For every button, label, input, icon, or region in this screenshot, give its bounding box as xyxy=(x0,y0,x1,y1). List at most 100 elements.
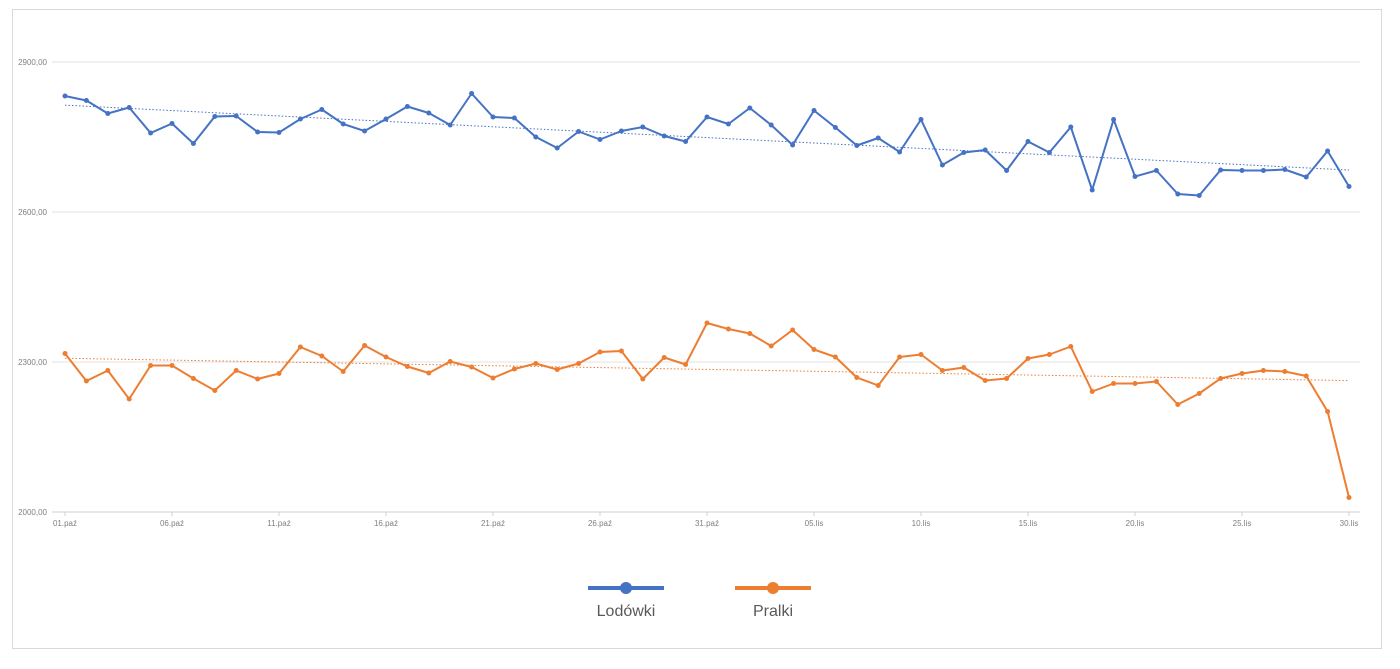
data-point xyxy=(961,150,967,155)
data-point xyxy=(533,134,539,140)
series-line xyxy=(64,92,1350,197)
data-point xyxy=(982,378,988,383)
data-point xyxy=(1175,402,1181,407)
data-point xyxy=(105,111,111,116)
data-point xyxy=(83,98,89,103)
data-point xyxy=(404,364,410,369)
data-point xyxy=(768,343,774,349)
data-point xyxy=(1239,168,1245,173)
data-point xyxy=(469,91,475,96)
data-point xyxy=(1068,344,1074,349)
data-point xyxy=(447,122,453,128)
x-tick-label: 01.paź xyxy=(53,519,77,528)
data-point xyxy=(404,104,410,109)
data-point xyxy=(1025,356,1031,361)
trendline-lodówki xyxy=(64,104,1350,171)
data-point xyxy=(1111,381,1117,386)
data-point xyxy=(725,326,731,332)
data-point xyxy=(554,145,560,151)
data-point xyxy=(832,354,838,360)
series-line xyxy=(64,322,1350,498)
data-point xyxy=(490,114,496,120)
data-point xyxy=(511,366,517,372)
data-point xyxy=(126,105,132,110)
data-point xyxy=(1004,376,1010,381)
data-point xyxy=(854,375,860,380)
data-point xyxy=(62,93,68,99)
legend-marker xyxy=(620,582,632,594)
data-point xyxy=(1218,167,1224,173)
y-axis-ticks: 2900,00 2600,00 2300,00 2000,00 xyxy=(18,58,47,517)
data-point xyxy=(683,139,689,144)
data-point xyxy=(169,121,175,126)
data-point xyxy=(190,141,196,146)
data-point xyxy=(447,359,453,364)
data-point xyxy=(576,361,582,366)
data-point xyxy=(768,122,774,128)
data-point xyxy=(340,121,346,127)
data-point xyxy=(276,130,282,135)
data-point xyxy=(190,376,196,381)
data-point xyxy=(918,117,924,122)
data-point xyxy=(362,128,368,134)
data-point xyxy=(319,107,325,112)
data-point xyxy=(276,371,282,376)
data-point xyxy=(1239,371,1245,376)
data-point xyxy=(1325,148,1331,154)
data-point xyxy=(554,367,560,372)
x-tick-label: 21.paź xyxy=(481,519,505,528)
data-point xyxy=(297,344,303,350)
data-point xyxy=(982,147,988,153)
data-point xyxy=(1346,495,1352,500)
data-point xyxy=(490,375,496,381)
data-point xyxy=(576,129,582,134)
x-tick-label: 16.paź xyxy=(374,519,398,528)
data-point xyxy=(1282,369,1288,374)
y-tick-label: 2000,00 xyxy=(18,508,47,517)
data-point xyxy=(640,124,646,130)
data-point xyxy=(319,353,325,359)
data-point xyxy=(1153,379,1159,384)
data-point xyxy=(918,352,924,357)
x-axis-ticks: 01.paź 06.paź 11.paź 16.paź 21.paź 26.paź 31.p… xyxy=(53,512,1358,528)
data-point xyxy=(661,355,667,360)
data-point xyxy=(383,116,389,122)
data-point xyxy=(747,105,753,111)
data-point xyxy=(148,363,154,368)
data-point xyxy=(875,383,881,388)
data-point xyxy=(340,369,346,374)
data-point xyxy=(1132,174,1138,179)
x-tick-label: 06.paź xyxy=(160,519,184,528)
data-point xyxy=(725,121,731,127)
data-point xyxy=(426,110,432,116)
data-point xyxy=(939,368,945,373)
data-point xyxy=(1175,191,1181,197)
data-point xyxy=(1068,124,1074,130)
series-lodówki xyxy=(62,91,1352,198)
legend-item-lodówki: Lodówki xyxy=(588,582,664,620)
data-point xyxy=(212,114,218,119)
data-point xyxy=(1303,373,1309,379)
trendlines xyxy=(64,104,1350,382)
data-point xyxy=(1046,150,1052,155)
gridlines xyxy=(52,61,1360,513)
data-point xyxy=(1325,409,1331,414)
data-point xyxy=(790,142,796,148)
chart-frame xyxy=(12,9,1382,649)
data-point xyxy=(148,130,154,136)
data-point xyxy=(105,368,111,373)
data-point xyxy=(1111,117,1117,122)
data-point xyxy=(62,351,68,356)
data-point xyxy=(255,376,261,382)
x-tick-label: 20.lis xyxy=(1126,519,1145,528)
data-point xyxy=(1004,168,1010,173)
data-point xyxy=(661,133,667,139)
x-tick-label: 10.lis xyxy=(912,519,931,528)
data-point xyxy=(832,125,838,130)
data-point xyxy=(533,361,539,366)
series-group xyxy=(62,91,1352,500)
series-pralki xyxy=(62,320,1352,500)
trendline-pralki xyxy=(64,357,1350,382)
legend-item-pralki: Pralki xyxy=(735,582,811,620)
data-point xyxy=(1218,376,1224,381)
